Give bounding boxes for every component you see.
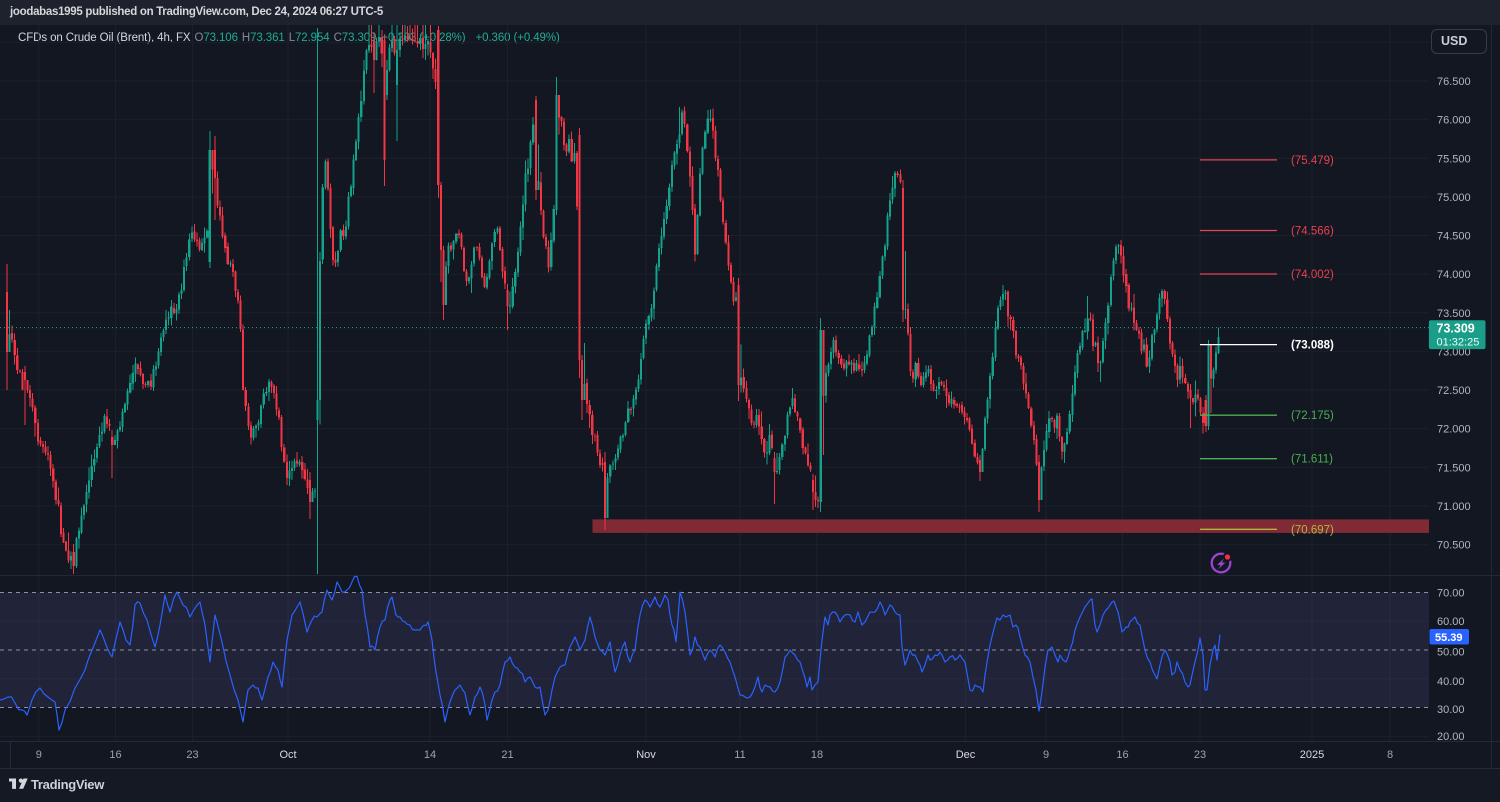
svg-text:70.00: 70.00	[1437, 588, 1465, 600]
svg-text:60.00: 60.00	[1437, 616, 1465, 628]
svg-text:76.000: 76.000	[1437, 115, 1471, 127]
svg-text:(71.611): (71.611)	[1291, 454, 1333, 466]
svg-text:73.500: 73.500	[1437, 308, 1471, 320]
svg-text:73.000: 73.000	[1437, 346, 1471, 358]
svg-text:8: 8	[1387, 749, 1393, 761]
svg-text:(75.479): (75.479)	[1291, 155, 1334, 167]
svg-text:2025: 2025	[1300, 749, 1324, 761]
svg-text:(72.175): (72.175)	[1291, 410, 1334, 422]
svg-text:30.00: 30.00	[1437, 704, 1465, 716]
svg-text:40.00: 40.00	[1437, 676, 1465, 688]
svg-text:72.000: 72.000	[1437, 424, 1471, 436]
svg-text:75.500: 75.500	[1437, 153, 1471, 165]
svg-text:71.000: 71.000	[1437, 501, 1471, 513]
svg-text:(73.088): (73.088)	[1291, 340, 1334, 352]
svg-text:21: 21	[501, 749, 513, 761]
svg-text:23: 23	[1194, 749, 1206, 761]
svg-text:71.500: 71.500	[1437, 462, 1471, 474]
svg-text:(70.697): (70.697)	[1291, 524, 1334, 536]
svg-text:55.39: 55.39	[1435, 632, 1463, 644]
svg-text:73.309: 73.309	[1437, 321, 1475, 335]
svg-text:20.00: 20.00	[1437, 731, 1465, 743]
svg-text:16: 16	[109, 749, 121, 761]
svg-text:16: 16	[1116, 749, 1128, 761]
svg-text:23: 23	[186, 749, 198, 761]
svg-text:Oct: Oct	[279, 749, 296, 761]
svg-text:50.00: 50.00	[1437, 647, 1465, 659]
svg-text:01:32:25: 01:32:25	[1437, 337, 1480, 349]
svg-text:18: 18	[811, 749, 823, 761]
svg-text:11: 11	[734, 749, 745, 761]
svg-text:76.500: 76.500	[1437, 76, 1471, 88]
svg-text:(74.002): (74.002)	[1291, 269, 1334, 281]
svg-text:74.500: 74.500	[1437, 231, 1471, 243]
svg-text:9: 9	[1043, 749, 1049, 761]
svg-text:75.000: 75.000	[1437, 192, 1471, 204]
svg-text:14: 14	[424, 749, 436, 761]
svg-text:(74.566): (74.566)	[1291, 226, 1334, 238]
svg-text:9: 9	[36, 749, 42, 761]
svg-text:72.500: 72.500	[1437, 385, 1471, 397]
svg-text:Dec: Dec	[956, 749, 976, 761]
svg-text:70.500: 70.500	[1437, 540, 1471, 552]
svg-text:74.000: 74.000	[1437, 269, 1471, 281]
svg-text:Nov: Nov	[636, 749, 656, 761]
